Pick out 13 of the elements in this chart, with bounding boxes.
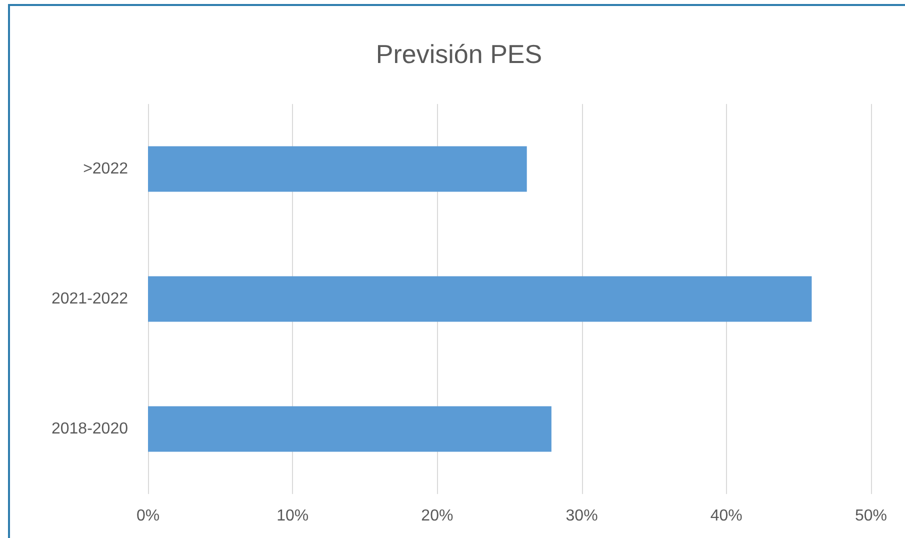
x-tick-label: 20% — [421, 508, 454, 524]
y-tick-label: 2021-2022 — [51, 290, 128, 308]
chart-title: Previsión PES — [376, 39, 542, 69]
x-tick-label: 40% — [710, 508, 742, 524]
x-tick-label: 10% — [276, 508, 309, 524]
bar — [148, 146, 527, 192]
y-tick-label: 2018-2020 — [51, 420, 128, 438]
bar — [148, 406, 552, 452]
y-tick-label: >2022 — [83, 160, 128, 178]
bar — [148, 276, 812, 322]
x-tick-label: 0% — [136, 508, 160, 524]
x-tick-label: 30% — [566, 508, 598, 524]
x-tick-label: 50% — [854, 508, 888, 524]
